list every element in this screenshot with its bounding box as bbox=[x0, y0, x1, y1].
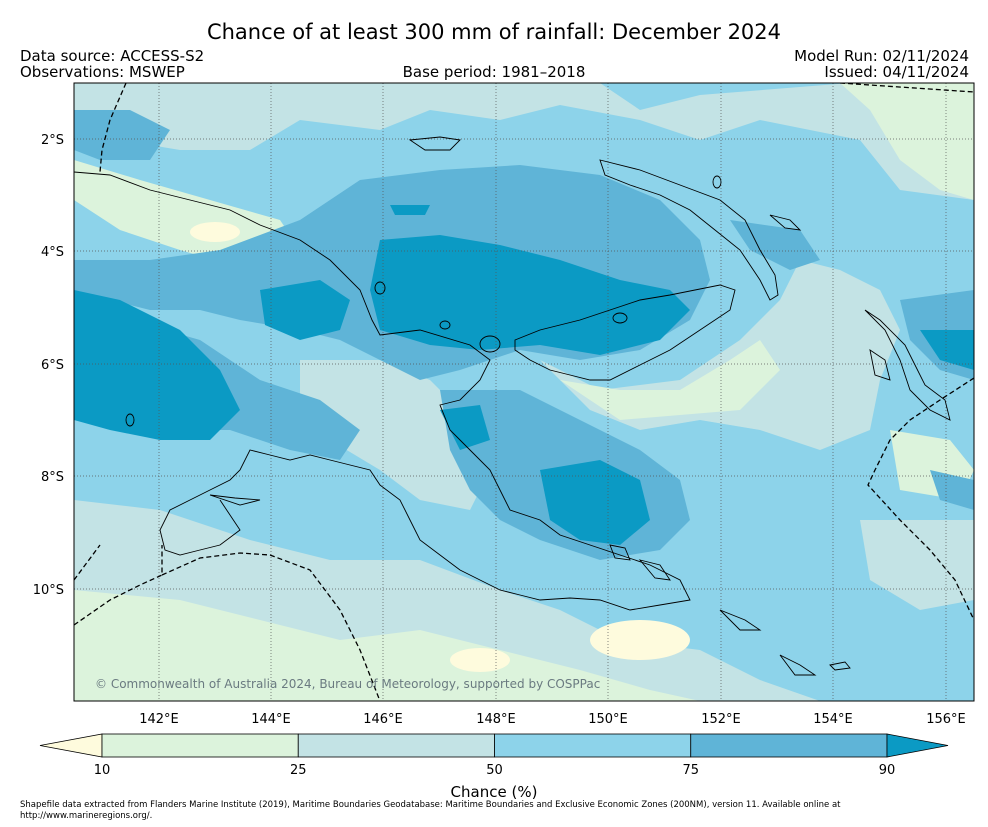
colorbar-tick-label: 75 bbox=[682, 763, 699, 778]
lon-tick-152e: 152°E bbox=[701, 712, 741, 727]
rainfall-map: © Commonwealth of Australia 2024, Bureau… bbox=[33, 82, 975, 727]
coastlines bbox=[74, 136, 951, 676]
lat-tick-8s: 8°S bbox=[41, 470, 64, 485]
lon-tick-148e: 148°E bbox=[476, 712, 516, 727]
data-source-label: Data source: ACCESS-S2 bbox=[20, 47, 205, 65]
graticule bbox=[74, 83, 974, 701]
latitude-ticks: 2°S 4°S 6°S 8°S 10°S bbox=[33, 133, 64, 598]
model-run-label: Model Run: 02/11/2024 bbox=[794, 47, 969, 65]
lon-tick-144e: 144°E bbox=[251, 712, 291, 727]
lat-tick-4s: 4°S bbox=[41, 245, 64, 260]
issued-label: Issued: 04/11/2024 bbox=[824, 63, 969, 81]
colorbar-tick-label: 25 bbox=[290, 763, 307, 778]
longitude-ticks: 142°E 144°E 146°E 148°E 150°E 152°E 154°… bbox=[139, 712, 966, 727]
copyright-notice: © Commonwealth of Australia 2024, Bureau… bbox=[95, 677, 600, 691]
colorbar-tick-label: 10 bbox=[94, 763, 111, 778]
lon-tick-150e: 150°E bbox=[588, 712, 628, 727]
lon-tick-154e: 154°E bbox=[813, 712, 853, 727]
lat-tick-10s: 10°S bbox=[33, 583, 64, 598]
probability-field-below-10 bbox=[190, 222, 690, 672]
lat-tick-2s: 2°S bbox=[41, 133, 64, 148]
colorbar-tick-label: 50 bbox=[486, 763, 503, 778]
maritime-boundaries bbox=[74, 83, 974, 701]
map-frame bbox=[73, 82, 975, 702]
colorbar-label: Chance (%) bbox=[450, 783, 538, 801]
colorbar-tick-label: 90 bbox=[879, 763, 896, 778]
lon-tick-156e: 156°E bbox=[926, 712, 966, 727]
lon-tick-146e: 146°E bbox=[363, 712, 403, 727]
lon-tick-142e: 142°E bbox=[139, 712, 179, 727]
observations-label: Observations: MSWEP bbox=[20, 63, 185, 81]
base-period-label: Base period: 1981–2018 bbox=[402, 63, 586, 81]
shapefile-attribution: Shapefile data extracted from Flanders M… bbox=[20, 800, 841, 821]
lat-tick-6s: 6°S bbox=[41, 358, 64, 373]
map-title: Chance of at least 300 mm of rainfall: D… bbox=[206, 20, 782, 44]
